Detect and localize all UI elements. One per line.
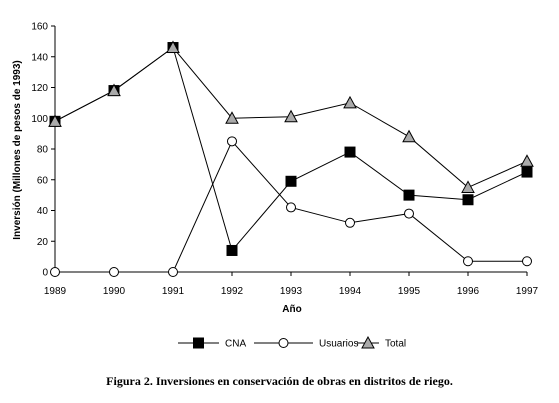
y-tick-label: 0	[42, 268, 48, 279]
legend-label-total: Total	[385, 339, 406, 350]
data-point-usuarios	[109, 267, 119, 277]
x-tick-label: 1993	[280, 286, 303, 297]
data-point-cna	[226, 244, 238, 256]
y-tick-label: 100	[31, 114, 48, 125]
chart-legend: CNA Usuarios Total	[178, 335, 406, 350]
data-point-cna	[521, 166, 533, 178]
x-tick-label: 1992	[221, 286, 244, 297]
data-point-usuarios	[168, 267, 178, 277]
series-lines	[54, 46, 528, 273]
data-point-usuarios	[404, 208, 414, 219]
x-tick-label: 1995	[398, 286, 421, 297]
series-markers	[48, 40, 534, 277]
y-tick-label: 160	[31, 22, 48, 33]
x-tick-label: 1997	[516, 286, 539, 297]
legend-marker-total	[361, 335, 375, 349]
data-point-total	[166, 40, 180, 54]
data-point-cna	[344, 146, 356, 158]
figure-caption: Figura 2. Inversiones en conservación de…	[106, 374, 453, 388]
legend-label-cna: CNA	[225, 339, 246, 350]
data-point-usuarios	[345, 217, 355, 228]
line-chart: 0 20 40 60 80 100 120 140 160 1989 1990 1991 1992 199…	[12, 22, 539, 350]
x-axis-label: Año	[282, 304, 301, 315]
x-tick-label: 1994	[339, 286, 362, 297]
legend-marker-cna	[193, 337, 204, 349]
data-point-usuarios	[50, 267, 60, 277]
data-point-total	[48, 114, 62, 127]
data-point-usuarios	[286, 202, 296, 213]
data-point-total	[402, 129, 416, 143]
data-point-total	[284, 109, 298, 123]
chart-axes: 0 20 40 60 80 100 120 140 160 1989 1990 1991 1992 199…	[31, 22, 538, 298]
y-axis-label: Inversión (Millones de pesos de 1993)	[12, 60, 23, 240]
x-tick-label: 1996	[457, 286, 480, 297]
x-tick-label: 1990	[103, 286, 126, 297]
data-point-total	[343, 95, 357, 109]
y-tick-label: 140	[31, 52, 48, 63]
data-point-usuarios	[522, 256, 532, 267]
x-tick-label: 1991	[162, 286, 185, 297]
data-point-total	[461, 180, 475, 193]
data-point-total	[225, 111, 239, 124]
x-tick-label: 1989	[44, 286, 67, 297]
legend-label-usuarios: Usuarios	[319, 339, 358, 350]
y-tick-label: 80	[37, 145, 49, 156]
data-point-usuarios	[463, 256, 473, 267]
data-point-total	[107, 83, 121, 97]
series-line-cna	[54, 46, 528, 252]
data-point-usuarios	[227, 136, 237, 147]
y-tick-label: 60	[37, 175, 49, 186]
y-tick-label: 40	[37, 206, 49, 217]
y-tick-label: 120	[31, 83, 48, 94]
data-point-cna	[462, 194, 474, 206]
data-point-total	[520, 154, 534, 167]
y-tick-label: 20	[37, 237, 49, 248]
legend-marker-usuarios	[278, 338, 289, 348]
data-point-cna	[403, 189, 415, 201]
data-point-cna	[285, 175, 297, 187]
